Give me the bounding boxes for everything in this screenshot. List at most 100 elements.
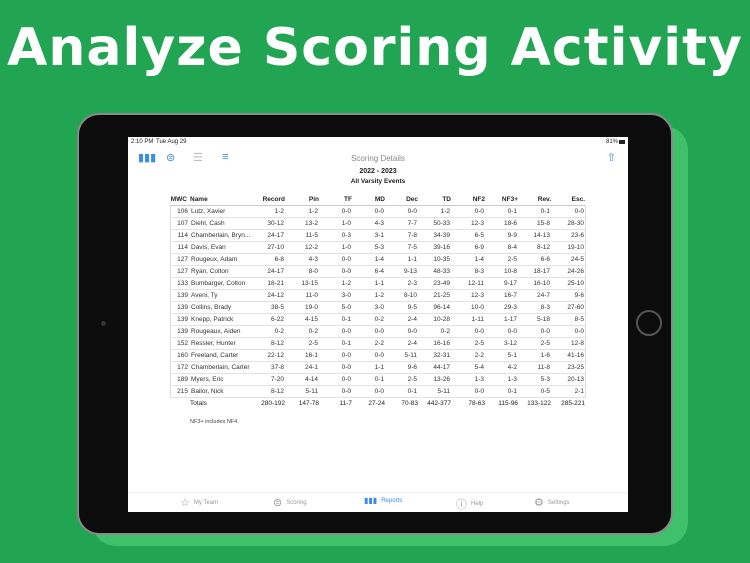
table-row[interactable]: 172 Chamberlain, Carter 37-8 24-1 0-0 1-1 9-6 4… — [171, 362, 585, 374]
tab-reports[interactable]: ▮▮▮ Reports — [364, 496, 402, 505]
tab-label: Reports — [381, 497, 403, 504]
cell-tf: 0-0 — [341, 376, 351, 383]
cell-name: Chamberlain, Carter — [191, 364, 250, 371]
cell-pin: 11-5 — [305, 232, 318, 239]
cell-rev: 18-17 — [533, 268, 550, 275]
cell-record: 24-12 — [267, 292, 284, 299]
tab-label: Settings — [547, 499, 570, 506]
table-row[interactable]: 133 Bumbarger, Colton 18-21 13-15 1-2 1-1 2-3 2… — [171, 278, 585, 290]
cell-td: 32-31 — [433, 352, 450, 359]
cell-record: 280-192 — [261, 400, 285, 407]
cell-nf2: 0-0 — [474, 388, 484, 395]
cell-name: Chamberlain, Bryn... — [191, 232, 251, 239]
cell-rev: 1-6 — [540, 352, 550, 359]
cell-name: Myers, Eric — [191, 376, 224, 383]
home-button — [636, 310, 662, 336]
cell-name: Totals — [190, 400, 207, 407]
filter-icon[interactable]: ⊜ — [166, 152, 176, 164]
tab-settings[interactable]: ⚙ Settings — [534, 496, 570, 509]
table-row[interactable]: 139 Knepp, Patrick 6-22 4-15 0-1 0-2 2-4 10-28 1… — [171, 314, 585, 326]
cell-md: 3-1 — [374, 232, 384, 239]
cell-nf2: 6-5 — [474, 232, 484, 239]
cell-td: 10-35 — [433, 256, 450, 263]
cell-mwc: 107 — [177, 220, 188, 227]
cell-name: Bumbarger, Colton — [191, 280, 246, 287]
table-row[interactable]: 215 Bailor, Nick 8-12 5-11 0-0 0-0 0-1 5-11 0-0 0… — [171, 386, 585, 398]
table-row[interactable]: 139 Collins, Brady 38-5 19-0 5-0 3-0 9-5 96-14 1… — [171, 302, 585, 314]
cell-td: 21-25 — [433, 292, 450, 299]
cell-esc: 24-26 — [567, 268, 584, 275]
cell-nf2: 2-2 — [474, 352, 484, 359]
table-row[interactable]: 189 Myers, Eric 7-20 4-14 0-0 0-1 2-5 13-26 1-3 1… — [171, 374, 585, 386]
cell-tf: 0-0 — [341, 208, 351, 215]
cell-esc: 285-221 — [561, 400, 585, 407]
cell-rev: 2-5 — [540, 340, 550, 347]
cell-td: 39-16 — [433, 244, 450, 251]
cell-record: 30-12 — [267, 220, 284, 227]
cell-md: 27-24 — [368, 400, 385, 407]
bar-chart-icon[interactable]: ▮▮▮ — [138, 152, 157, 164]
table-row[interactable]: 127 Rougeux, Adam 6-8 4-3 0-0 1-4 1-1 10-35 1-4 2… — [171, 254, 585, 266]
tab-label: Help — [471, 501, 484, 507]
tab-help[interactable]: ⓘ Help — [456, 496, 483, 512]
cell-record: 24-17 — [267, 268, 284, 275]
cell-rev: Rev. — [537, 196, 551, 203]
cell-mwc: 152 — [177, 340, 188, 347]
table-row[interactable]: 139 Rougeaux, Aiden 0-2 0-2 0-0 0-0 0-0 0-2 0-0 0… — [171, 326, 585, 338]
table-row[interactable]: 107 Diehl, Cash 30-12 13-2 1-0 4-3 7-7 50-33 12-… — [171, 218, 585, 230]
list-icon[interactable]: ☰ — [193, 152, 203, 164]
cell-nf2: 8-3 — [474, 268, 484, 275]
cell-nf2: NF2 — [472, 196, 485, 203]
cell-tf: 0-0 — [341, 328, 351, 335]
cell-pin: 4-15 — [304, 316, 318, 323]
cell-nf2: 12-3 — [470, 292, 484, 299]
cell-td: 23-49 — [433, 280, 450, 287]
cell-nf3: 18-6 — [503, 220, 517, 227]
cell-md: 1-2 — [374, 292, 384, 299]
cell-dec: 2-4 — [407, 340, 417, 347]
scoring-table: MWC Name Record Pin TF MD Dec TD NF2 NF3+ Rev. Esc.… — [170, 194, 586, 410]
cell-mwc: 139 — [177, 316, 188, 323]
table-row[interactable]: 106 Lutz, Xavier 1-2 1-2 0-0 0-0 0-0 1-2 0-0 0-1 0… — [171, 206, 585, 218]
cell-tf: 0-1 — [341, 316, 351, 323]
cell-td: TD — [442, 196, 451, 203]
cell-name: Ryan, Colton — [191, 268, 229, 275]
cell-esc: 0-0 — [574, 208, 584, 215]
cell-td: 1-2 — [440, 208, 450, 215]
cell-rev: 11-8 — [537, 364, 550, 371]
cell-dec: 8-10 — [403, 292, 417, 299]
cell-md: 6-4 — [374, 268, 384, 275]
sliders-icon[interactable]: ≡ — [222, 151, 229, 163]
cell-dec: 0-0 — [407, 328, 417, 335]
table-row[interactable]: 160 Freeland, Carter 22-12 16-1 0-0 0-0 5-11 32… — [171, 350, 585, 362]
cell-td: 50-33 — [433, 220, 450, 227]
cell-nf3: 0-1 — [507, 208, 517, 215]
tab-scoring[interactable]: ⊜ Scoring — [273, 496, 307, 509]
table-row[interactable]: 114 Chamberlain, Bryn... 24-17 11-5 0-3 3-1 7-… — [171, 230, 585, 242]
cell-dec: 7-7 — [407, 220, 417, 227]
table-row[interactable]: 114 Davis, Evan 27-10 12-2 1-0 5-3 7-5 39-16 6-9… — [171, 242, 585, 254]
tab-my-team[interactable]: ☆ My Team — [180, 496, 218, 509]
cell-pin: 16-1 — [304, 352, 318, 359]
bar-chart-icon: ▮▮▮ — [364, 496, 378, 505]
cell-tf: 1-2 — [341, 280, 351, 287]
status-date: Tue Aug 29 — [156, 139, 187, 145]
cell-esc: 9-6 — [574, 292, 584, 299]
cell-name: Rougeaux, Aiden — [191, 328, 241, 335]
cell-rev: 0-1 — [540, 208, 550, 215]
cell-td: 442-377 — [427, 400, 451, 407]
cell-pin: 19-0 — [304, 304, 318, 311]
cell-esc: 25-10 — [567, 280, 584, 287]
table-row[interactable]: 139 Aveni, Ty 24-12 11-0 3-0 1-2 8-10 21-25 12-3… — [171, 290, 585, 302]
cell-nf3: 1-3 — [507, 376, 517, 383]
cell-record: 6-22 — [270, 316, 284, 323]
cell-nf3: 9-17 — [503, 280, 517, 287]
table-row[interactable]: 127 Ryan, Colton 24-17 8-0 0-0 6-4 9-13 48-33 8-… — [171, 266, 585, 278]
cell-md: 0-0 — [374, 388, 384, 395]
table-row[interactable]: 152 Ressler, Hunter 8-12 2-5 0-1 2-2 2-4 16-16 2… — [171, 338, 585, 350]
cell-record: 8-12 — [270, 340, 284, 347]
share-icon[interactable]: ⇧ — [606, 152, 616, 164]
cell-dec: 5-11 — [404, 352, 417, 359]
cell-nf2: 5-4 — [474, 364, 484, 371]
cell-md: 0-2 — [374, 316, 384, 323]
